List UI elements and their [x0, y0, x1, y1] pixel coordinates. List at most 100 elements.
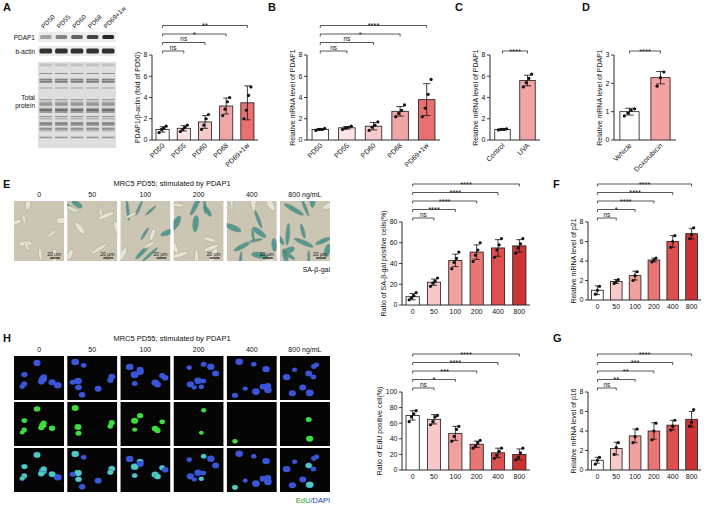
chart: 020406080Ratio of SA-β-gal positive cell…	[380, 180, 530, 317]
cell	[321, 201, 330, 211]
panel-letter: E	[3, 178, 10, 190]
bar	[686, 234, 698, 300]
gel-band	[71, 110, 84, 113]
significance-label: ****	[449, 188, 461, 197]
gel-band	[40, 137, 53, 139]
nucleus-dapi	[20, 384, 25, 389]
category-label: PD50	[306, 142, 323, 159]
gel-band	[86, 110, 99, 113]
gel-band	[71, 128, 84, 130]
cell	[233, 240, 251, 253]
stain-part: EdU	[296, 496, 311, 505]
nucleus-dapi	[289, 390, 296, 396]
tick-label: 60	[390, 420, 398, 427]
image-ground	[14, 448, 64, 492]
data-point	[431, 420, 434, 423]
gel-band	[71, 118, 84, 119]
gel-band	[55, 108, 68, 111]
error-bar	[670, 236, 675, 248]
nucleus-edu	[132, 473, 137, 477]
micrograph	[280, 201, 330, 261]
error-bar	[495, 240, 501, 257]
data-point	[636, 270, 639, 273]
nucleus-edu	[38, 425, 44, 430]
gel-band	[40, 110, 53, 113]
data-point	[474, 444, 477, 447]
significance-label: ****	[439, 197, 451, 206]
data-point	[688, 425, 691, 428]
image-ground	[280, 402, 330, 446]
stain-part: /DAPI	[310, 496, 330, 505]
tick-label: 80	[390, 404, 398, 411]
data-point	[530, 73, 533, 76]
nucleus-dapi	[95, 478, 102, 484]
data-point	[613, 453, 616, 456]
tick-label: 2	[606, 80, 610, 87]
data-point	[626, 111, 629, 114]
data-point	[202, 124, 205, 127]
nucleus-dapi	[154, 381, 161, 387]
nucleus-dapi	[292, 460, 297, 464]
nucleus-dapi	[212, 463, 219, 469]
micrograph	[227, 356, 277, 400]
nucleus-dapi	[199, 385, 204, 390]
gel-band	[102, 122, 115, 124]
data-point	[502, 128, 505, 131]
data-point	[662, 70, 665, 73]
nucleus-edu	[306, 436, 313, 442]
cell	[174, 203, 185, 208]
tick-label: 8	[144, 51, 148, 58]
data-point	[521, 447, 524, 450]
tick-label: 20	[390, 281, 398, 288]
data-point	[671, 240, 674, 243]
image-ground	[120, 402, 170, 446]
tick-label: 6	[299, 73, 303, 80]
marks	[156, 85, 254, 140]
cell	[135, 201, 144, 216]
data-point	[500, 237, 503, 240]
dose-label: 400	[246, 346, 258, 353]
cell	[56, 217, 64, 224]
nucleus-dapi	[187, 457, 192, 462]
bar	[339, 128, 355, 140]
data-point	[455, 428, 458, 431]
tick-label: 40	[390, 435, 398, 442]
cell	[202, 204, 213, 217]
blot-band	[102, 35, 114, 39]
data-point	[350, 125, 353, 128]
gel-band	[86, 103, 99, 106]
bar	[610, 281, 622, 300]
micrograph	[14, 448, 64, 492]
cell	[299, 223, 306, 239]
data-point	[623, 114, 626, 117]
y-axis	[588, 222, 589, 300]
data-point	[314, 129, 317, 132]
marks	[592, 226, 698, 300]
nucleus-dapi	[126, 456, 134, 462]
dose-label: 0	[37, 191, 41, 198]
error-bar	[181, 126, 187, 131]
error-bar	[160, 127, 166, 132]
data-point	[436, 276, 439, 279]
nucleus-dapi	[75, 384, 82, 390]
gel-band	[40, 99, 53, 100]
data-point	[400, 109, 403, 112]
nucleus-edu	[306, 463, 312, 468]
nucleus-edu	[154, 474, 160, 479]
data-point	[633, 107, 636, 110]
gel-band	[71, 122, 84, 124]
significance-label: ns	[603, 211, 611, 218]
data-point	[221, 114, 224, 117]
data-point	[525, 81, 528, 84]
nucleus-dapi	[40, 374, 47, 380]
data-point	[450, 267, 453, 270]
panel-letter: D	[582, 1, 590, 13]
cell	[22, 214, 27, 224]
significance-label: ****	[509, 47, 521, 56]
tick-label: 0	[580, 296, 584, 303]
data-point	[636, 427, 639, 430]
cell	[47, 229, 57, 239]
data-point	[200, 128, 203, 131]
data-point	[410, 415, 413, 418]
category-label: 0	[411, 473, 415, 480]
